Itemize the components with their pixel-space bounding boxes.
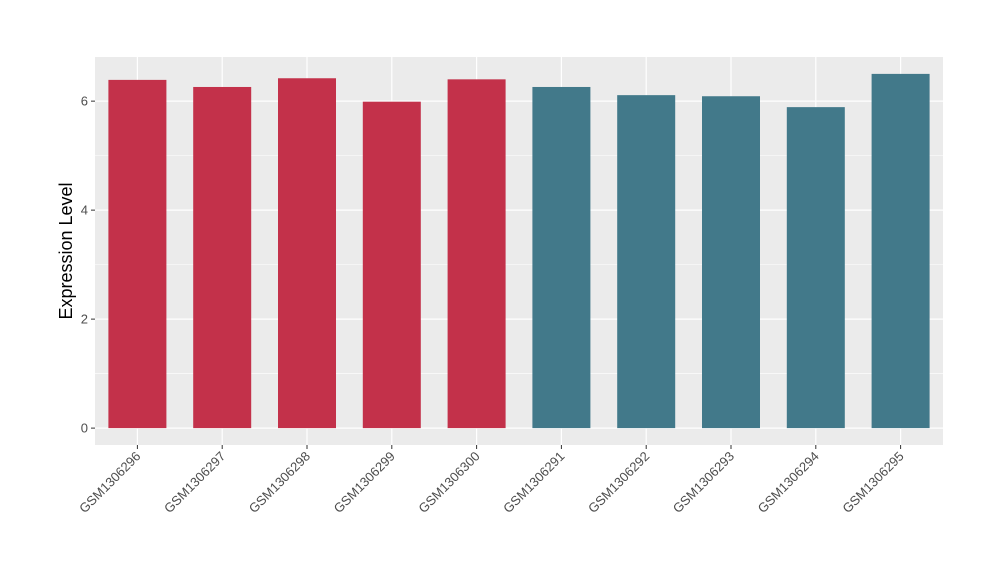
y-tick-label: 4 xyxy=(81,203,88,218)
x-tick-label: GSM1306292 xyxy=(585,449,652,516)
bar xyxy=(447,79,506,429)
y-tick-label: 2 xyxy=(81,312,88,327)
bar xyxy=(786,107,845,429)
bar xyxy=(278,78,336,429)
bar xyxy=(871,73,930,429)
bar xyxy=(193,86,252,429)
bar xyxy=(617,95,676,429)
bar xyxy=(362,101,421,429)
y-tick-label: 6 xyxy=(81,94,88,109)
x-tick-label: GSM1306297 xyxy=(161,449,228,516)
x-tick-label: GSM1306294 xyxy=(755,449,822,516)
bar xyxy=(108,79,167,429)
x-tick-label: GSM1306296 xyxy=(76,449,143,516)
bar xyxy=(532,86,591,429)
x-tick-label: GSM1306298 xyxy=(246,449,313,516)
bar xyxy=(702,96,760,429)
x-tick-label: GSM1306291 xyxy=(500,449,567,516)
x-tick-label: GSM1306295 xyxy=(839,449,906,516)
y-tick-label: 0 xyxy=(81,421,88,436)
x-tick-label: GSM1306300 xyxy=(415,449,482,516)
y-axis-label: Expression Level xyxy=(56,182,76,319)
x-tick-label: GSM1306299 xyxy=(331,449,398,516)
x-tick-label: GSM1306293 xyxy=(670,449,737,516)
